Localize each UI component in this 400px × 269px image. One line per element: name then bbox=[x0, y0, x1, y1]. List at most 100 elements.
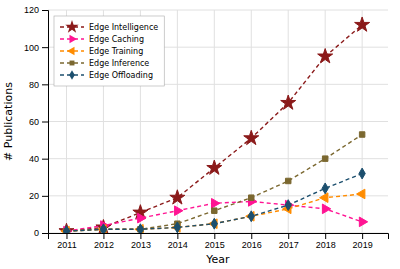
point bbox=[246, 211, 254, 221]
legend-label: Edge Caching bbox=[89, 35, 144, 44]
tick: 2016 bbox=[242, 233, 262, 250]
tick: 40 bbox=[29, 154, 48, 164]
point bbox=[322, 204, 330, 214]
tick-label: 40 bbox=[29, 154, 39, 164]
tick-mark bbox=[214, 233, 215, 239]
grid-line bbox=[48, 121, 388, 122]
legend: Edge Intelligence Edge Caching Edge Traini… bbox=[54, 16, 164, 86]
point bbox=[59, 223, 74, 233]
tick-mark bbox=[177, 233, 178, 239]
axis-line bbox=[49, 234, 389, 240]
grid-line bbox=[48, 158, 388, 159]
tick-label: 0 bbox=[34, 228, 39, 238]
point bbox=[138, 213, 146, 223]
tick: 100 bbox=[24, 43, 48, 53]
point bbox=[96, 220, 111, 233]
point bbox=[359, 217, 367, 227]
series-line bbox=[66, 25, 362, 231]
tick-mark bbox=[325, 233, 326, 239]
x-axis-title: Year bbox=[205, 253, 230, 266]
point bbox=[170, 190, 185, 204]
tick-label: 120 bbox=[24, 5, 39, 15]
grid-line bbox=[48, 10, 388, 11]
tick-label: 2016 bbox=[242, 240, 262, 250]
point bbox=[175, 206, 183, 216]
tick-label: 80 bbox=[29, 80, 39, 90]
point bbox=[174, 222, 180, 233]
legend-marker bbox=[70, 61, 75, 66]
tick: 2012 bbox=[94, 233, 114, 250]
tick-label: 2018 bbox=[316, 240, 336, 250]
axis-line bbox=[42, 11, 49, 234]
series-line bbox=[66, 135, 362, 232]
tick-mark bbox=[251, 233, 252, 239]
point bbox=[100, 224, 106, 233]
point bbox=[137, 224, 143, 233]
legend-item: Edge Training bbox=[60, 47, 143, 56]
point bbox=[281, 95, 296, 109]
point bbox=[207, 160, 222, 174]
grid bbox=[48, 10, 388, 233]
point bbox=[249, 195, 254, 200]
tick: 80 bbox=[29, 80, 48, 90]
point bbox=[98, 224, 106, 233]
tick: 120 bbox=[24, 5, 48, 15]
x-axis: 201120122013201420152016201720182019 bbox=[49, 233, 389, 250]
tick: 0 bbox=[34, 228, 48, 238]
tick-mark bbox=[103, 233, 104, 239]
tick-mark bbox=[288, 233, 289, 239]
tick-label: 60 bbox=[29, 117, 39, 127]
tick-label: 2017 bbox=[279, 240, 299, 250]
tick: 20 bbox=[29, 191, 48, 201]
point bbox=[135, 224, 143, 233]
tick-mark bbox=[42, 47, 48, 48]
series-line bbox=[66, 194, 362, 231]
tick-label: 2012 bbox=[94, 240, 114, 250]
point bbox=[212, 208, 217, 213]
tick-mark bbox=[42, 196, 48, 197]
tick: 2015 bbox=[205, 233, 225, 250]
point bbox=[248, 211, 254, 222]
tick: 2014 bbox=[168, 233, 188, 250]
tick: 2013 bbox=[131, 233, 151, 250]
tick-mark bbox=[42, 122, 48, 123]
series-line bbox=[66, 174, 362, 232]
tick: 2018 bbox=[316, 233, 336, 250]
point bbox=[211, 218, 217, 229]
legend-marker bbox=[70, 35, 77, 44]
chart: 2011201220132014201520162017201820190204… bbox=[0, 0, 400, 269]
point bbox=[357, 189, 365, 199]
tick-mark bbox=[42, 159, 48, 160]
legend-marker bbox=[65, 20, 78, 33]
legend-label: Edge Offloading bbox=[89, 71, 153, 80]
legend-label: Edge Intelligence bbox=[89, 23, 158, 32]
point bbox=[318, 49, 333, 63]
tick-mark bbox=[42, 233, 48, 234]
tick: 2017 bbox=[279, 233, 299, 250]
legend-item: Edge Intelligence bbox=[60, 20, 158, 33]
legend-marker bbox=[69, 70, 75, 80]
point bbox=[212, 198, 220, 208]
tick-mark bbox=[42, 10, 48, 11]
legend-label: Edge Inference bbox=[89, 59, 149, 68]
plot: 2011201220132014201520162017201820190204… bbox=[2, 5, 389, 266]
y-axis: 0 20 40 60 80 100 120 bbox=[24, 5, 49, 238]
point bbox=[63, 226, 69, 233]
tick-mark bbox=[66, 233, 67, 239]
legend-item: Edge Offloading bbox=[60, 70, 153, 80]
point bbox=[359, 132, 364, 137]
point bbox=[244, 130, 259, 144]
tick-mark bbox=[140, 233, 141, 239]
tick-label: 2015 bbox=[205, 240, 225, 250]
point bbox=[355, 17, 370, 31]
grid-line bbox=[362, 10, 363, 233]
point bbox=[320, 193, 328, 203]
marks bbox=[59, 17, 370, 233]
legend-item: Edge Inference bbox=[60, 59, 149, 68]
tick-label: 100 bbox=[24, 43, 39, 53]
y-axis-title: # Publications bbox=[2, 82, 15, 161]
point bbox=[285, 200, 291, 211]
tick: 60 bbox=[29, 117, 48, 127]
tick-label: 20 bbox=[29, 191, 39, 201]
point bbox=[359, 168, 365, 179]
